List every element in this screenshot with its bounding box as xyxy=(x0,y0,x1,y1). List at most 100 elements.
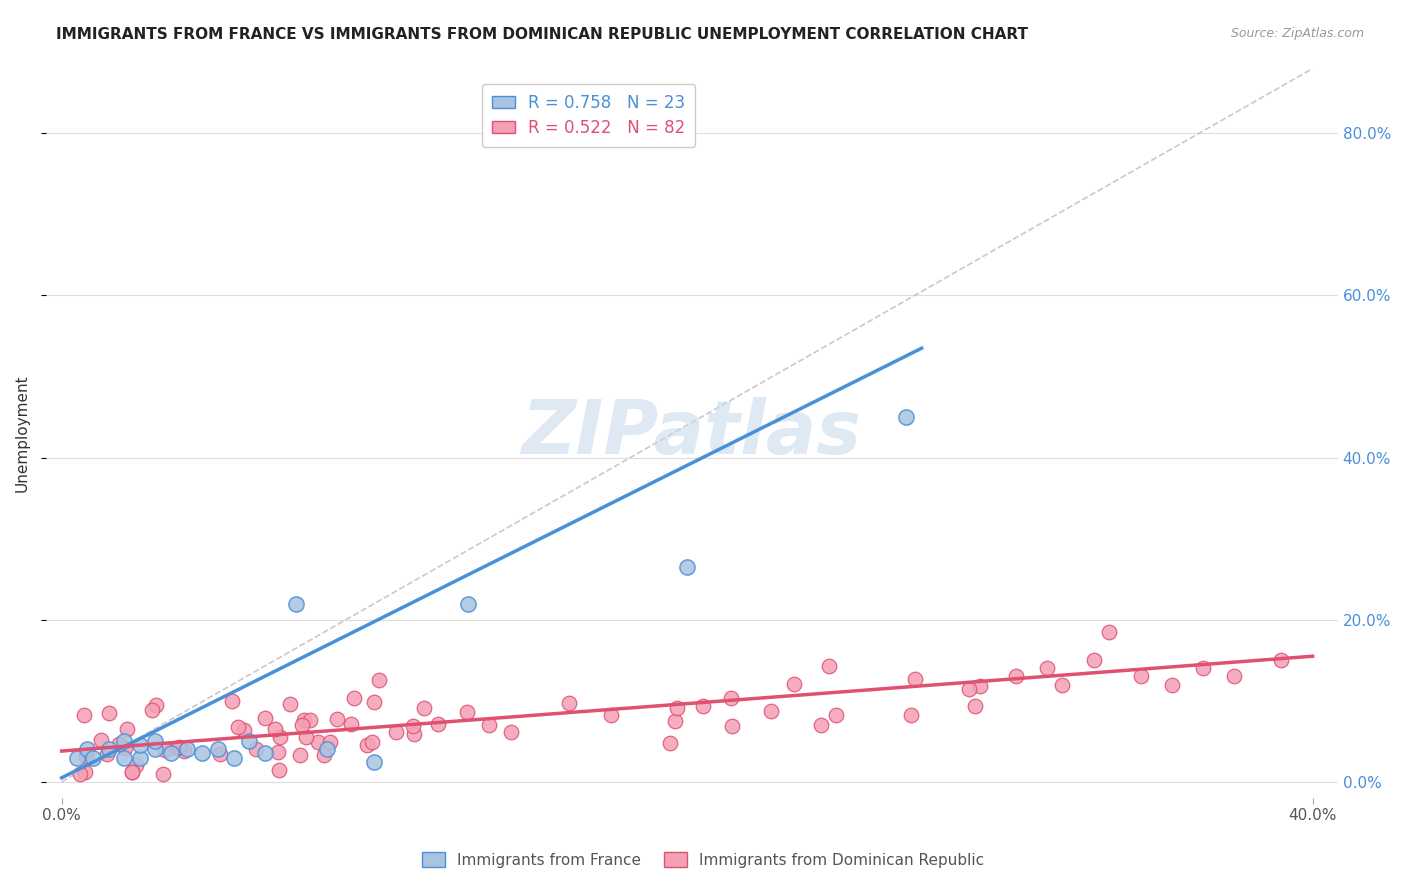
Point xyxy=(356,738,378,752)
Point xyxy=(413,701,436,715)
Point xyxy=(226,720,249,734)
Point xyxy=(676,560,699,574)
Point xyxy=(1160,677,1182,691)
Point xyxy=(783,676,806,690)
Point xyxy=(1129,669,1152,683)
Point xyxy=(894,410,917,425)
Point xyxy=(312,748,335,763)
Point xyxy=(759,704,782,718)
Point xyxy=(166,740,188,755)
Point xyxy=(207,742,229,756)
Point xyxy=(340,717,363,731)
Point xyxy=(121,765,143,780)
Point xyxy=(82,750,104,764)
Point xyxy=(1223,669,1246,683)
Point xyxy=(108,737,131,751)
Point xyxy=(75,764,97,779)
Point xyxy=(963,699,986,714)
Point xyxy=(269,731,291,745)
Point xyxy=(1192,661,1215,675)
Point xyxy=(75,749,97,764)
Point xyxy=(903,672,925,686)
Point xyxy=(1036,661,1059,675)
Point xyxy=(721,719,744,733)
Point xyxy=(253,747,276,761)
Point xyxy=(114,741,136,756)
Point xyxy=(269,763,291,777)
Point xyxy=(73,708,96,723)
Point xyxy=(173,744,195,758)
Point xyxy=(69,766,91,780)
Point xyxy=(720,691,742,706)
Point xyxy=(121,765,143,780)
Point xyxy=(191,747,214,761)
Point xyxy=(426,716,449,731)
Point xyxy=(456,705,478,719)
Point xyxy=(1270,653,1292,667)
Point xyxy=(288,748,311,763)
Point xyxy=(112,734,135,748)
Point xyxy=(361,735,384,749)
Point xyxy=(97,742,120,756)
Point xyxy=(245,742,267,756)
Point xyxy=(343,691,366,706)
Point xyxy=(599,708,621,723)
Point xyxy=(295,730,318,744)
Point xyxy=(307,734,329,748)
Point xyxy=(1083,653,1105,667)
Point xyxy=(128,750,150,764)
Point xyxy=(385,724,408,739)
Point xyxy=(155,743,177,757)
Point xyxy=(316,742,339,756)
Point xyxy=(254,711,277,725)
Point xyxy=(233,723,256,737)
Point xyxy=(368,673,391,687)
Point xyxy=(112,750,135,764)
Point xyxy=(145,698,167,713)
Point xyxy=(900,708,922,723)
Point xyxy=(478,717,501,731)
Point xyxy=(810,718,832,732)
Point xyxy=(128,739,150,753)
Point xyxy=(692,699,714,714)
Point xyxy=(957,682,980,697)
Point xyxy=(363,695,385,709)
Point xyxy=(290,717,312,731)
Point xyxy=(319,735,342,749)
Point xyxy=(115,722,138,736)
Point xyxy=(278,697,301,711)
Point xyxy=(221,694,243,708)
Point xyxy=(457,597,479,611)
Point xyxy=(1004,669,1026,683)
Point xyxy=(208,747,231,761)
Point xyxy=(402,719,425,733)
Point xyxy=(167,740,190,755)
Point xyxy=(558,696,581,710)
Point xyxy=(665,700,688,714)
Point xyxy=(90,732,112,747)
Point xyxy=(267,745,290,759)
Point xyxy=(145,742,167,756)
Point xyxy=(97,706,120,720)
Point xyxy=(499,725,522,739)
Point xyxy=(825,708,848,723)
Point xyxy=(363,755,385,769)
Point xyxy=(160,747,183,761)
Point xyxy=(298,713,321,727)
Point xyxy=(292,714,315,728)
Point xyxy=(817,659,839,673)
Point xyxy=(152,766,174,780)
Point xyxy=(96,747,118,761)
Point xyxy=(66,750,89,764)
Text: Source: ZipAtlas.com: Source: ZipAtlas.com xyxy=(1230,27,1364,40)
Text: ZIPatlas: ZIPatlas xyxy=(522,397,862,470)
Point xyxy=(141,703,163,717)
Point xyxy=(238,734,260,748)
Point xyxy=(404,727,426,741)
Point xyxy=(125,758,148,772)
Point xyxy=(222,750,245,764)
Legend: R = 0.758   N = 23, R = 0.522   N = 82: R = 0.758 N = 23, R = 0.522 N = 82 xyxy=(481,84,696,147)
Point xyxy=(285,597,308,611)
Point xyxy=(264,722,287,736)
Y-axis label: Unemployment: Unemployment xyxy=(15,375,30,492)
